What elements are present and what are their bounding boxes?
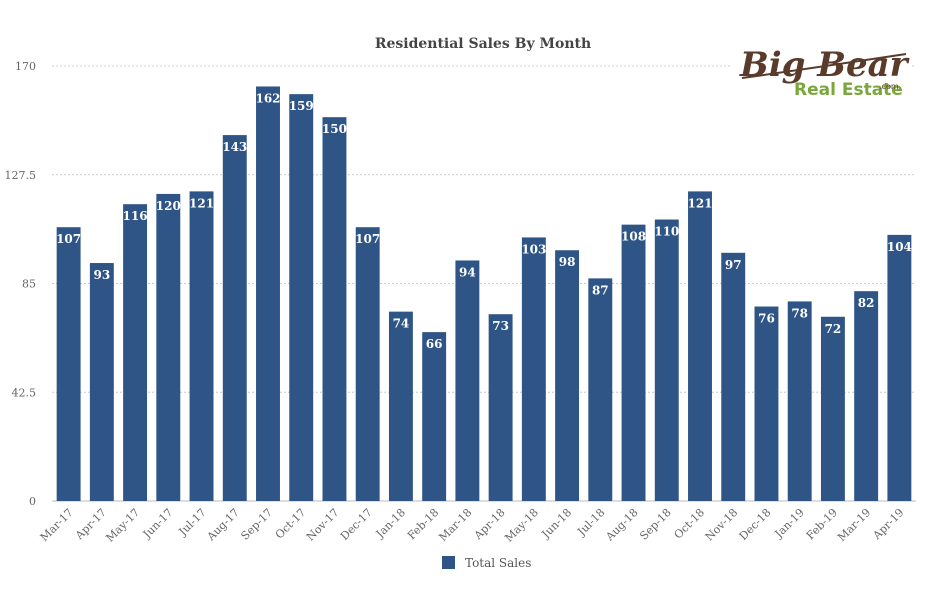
x-tick-label: Apr-17 xyxy=(72,506,109,543)
x-tick-label: Aug-18 xyxy=(603,506,641,544)
logo-text-com: .com xyxy=(879,82,899,91)
data-label: 93 xyxy=(93,268,110,282)
legend[interactable]: Total Sales xyxy=(442,556,531,570)
data-label: 87 xyxy=(592,283,609,297)
bar[interactable] xyxy=(488,314,513,501)
bar[interactable] xyxy=(355,227,380,502)
chart-title: Residential Sales By Month xyxy=(375,36,591,52)
logo-swoosh xyxy=(741,53,907,79)
logo-text-real-estate: Real Estate xyxy=(794,80,903,100)
bar[interactable] xyxy=(820,316,845,501)
bar[interactable] xyxy=(721,252,746,501)
bar[interactable] xyxy=(222,135,247,501)
bar[interactable] xyxy=(189,191,214,501)
data-label: 98 xyxy=(559,255,576,269)
x-tick-label: Nov-17 xyxy=(304,506,342,544)
x-tick-label: Apr-18 xyxy=(471,506,508,543)
data-label: 104 xyxy=(887,240,912,254)
data-labels: 107 93 116 120 121 143 162 159 150 107 74 66 94 73 103… xyxy=(56,91,912,351)
bar[interactable] xyxy=(521,237,546,502)
x-tick-label: Jan-19 xyxy=(772,506,807,541)
data-label: 72 xyxy=(825,322,842,336)
bar[interactable] xyxy=(588,278,613,501)
x-tick-label: Dec-17 xyxy=(338,506,375,543)
data-label: 103 xyxy=(521,242,546,256)
bar[interactable] xyxy=(621,224,646,501)
brand-logo: Big Bear Real Estate .com xyxy=(732,38,910,102)
data-label: 107 xyxy=(56,232,81,246)
data-label: 162 xyxy=(255,91,280,105)
x-tick-label: May-18 xyxy=(502,506,541,545)
data-label: 120 xyxy=(156,199,181,213)
bar[interactable] xyxy=(654,219,679,501)
gridlines xyxy=(52,65,916,502)
x-tick-label: Aug-17 xyxy=(204,506,242,544)
x-tick-label: Apr-19 xyxy=(870,506,907,543)
bar[interactable] xyxy=(688,191,712,501)
data-label: 108 xyxy=(621,230,646,244)
y-tick-label: 127.5 xyxy=(5,169,37,182)
x-tick-label: Feb-18 xyxy=(405,506,441,542)
bar[interactable] xyxy=(854,291,879,501)
bar[interactable] xyxy=(787,301,812,501)
data-label: 76 xyxy=(758,312,775,326)
x-tick-label: Oct-17 xyxy=(273,506,309,542)
x-tick-label: Jun-18 xyxy=(539,506,575,542)
data-label: 82 xyxy=(858,296,875,310)
logo-background xyxy=(732,38,910,102)
data-label: 66 xyxy=(426,337,443,351)
bar[interactable] xyxy=(754,306,779,501)
x-tick-label: Mar-17 xyxy=(38,506,76,544)
data-label: 150 xyxy=(322,122,347,136)
data-label: 74 xyxy=(393,317,410,331)
y-axis-ticks: 0 42.5 85 127.5 170 xyxy=(5,60,37,508)
x-tick-label: Jan-18 xyxy=(373,506,408,541)
x-tick-label: Jun-17 xyxy=(140,506,176,542)
data-label: 78 xyxy=(791,306,808,320)
x-tick-label: May-17 xyxy=(103,506,142,545)
x-tick-label: Mar-19 xyxy=(835,506,873,544)
y-tick-label: 0 xyxy=(29,495,36,508)
y-tick-label: 170 xyxy=(15,60,36,73)
bar[interactable] xyxy=(289,94,314,501)
bar[interactable] xyxy=(156,193,181,502)
data-label: 159 xyxy=(289,99,314,113)
bar[interactable] xyxy=(89,263,114,501)
bar[interactable] xyxy=(123,204,148,502)
bar[interactable] xyxy=(422,332,447,501)
data-label: 121 xyxy=(687,196,712,210)
bar[interactable] xyxy=(555,250,580,501)
x-tick-label: Mar-18 xyxy=(436,506,474,544)
data-label: 107 xyxy=(355,232,380,246)
data-label: 110 xyxy=(654,225,679,239)
bar[interactable] xyxy=(388,311,413,501)
y-tick-label: 42.5 xyxy=(12,386,37,399)
x-tick-label: Nov-18 xyxy=(703,506,741,544)
data-label: 143 xyxy=(222,140,247,154)
data-label: 97 xyxy=(725,258,742,272)
logo-text-big-bear: Big Bear xyxy=(739,45,910,85)
bars xyxy=(56,86,912,502)
x-tick-label: Sep-18 xyxy=(637,506,674,543)
x-tick-label: Feb-19 xyxy=(804,506,840,542)
bar[interactable] xyxy=(322,117,347,502)
bar[interactable] xyxy=(256,86,280,502)
data-label: 116 xyxy=(123,209,148,223)
legend-swatch xyxy=(442,556,455,569)
y-tick-label: 85 xyxy=(22,278,36,291)
data-label: 94 xyxy=(459,265,476,279)
x-tick-label: Sep-17 xyxy=(238,506,275,543)
x-tick-label: Oct-18 xyxy=(672,506,708,542)
bar[interactable] xyxy=(56,227,81,502)
x-tick-label: Dec-18 xyxy=(737,506,774,543)
data-label: 121 xyxy=(189,196,214,210)
legend-label: Total Sales xyxy=(465,556,531,570)
bar[interactable] xyxy=(455,260,480,501)
data-label: 73 xyxy=(492,319,509,333)
bar[interactable] xyxy=(887,234,912,501)
